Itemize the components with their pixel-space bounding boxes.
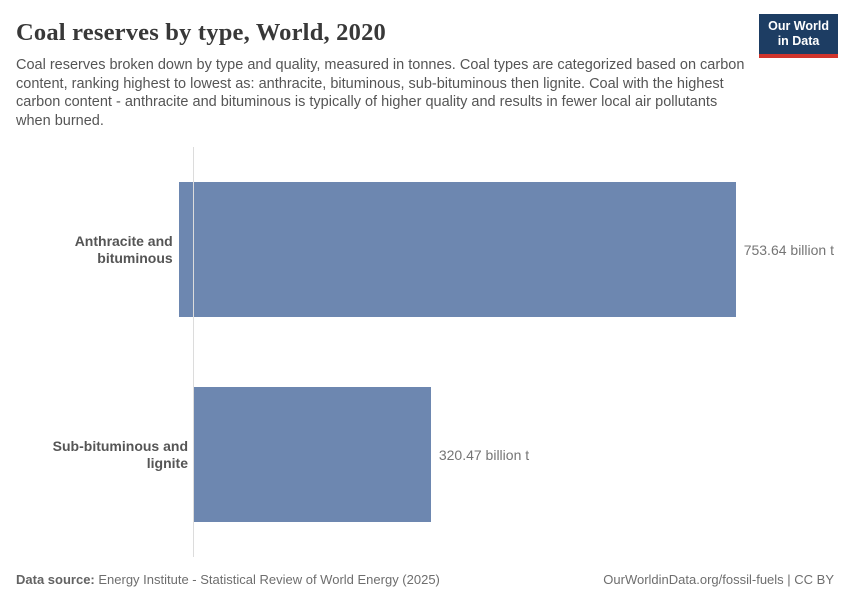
chart-subtitle: Coal reserves broken down by type and qu… xyxy=(16,57,745,129)
data-source-label: Data source: xyxy=(16,572,95,587)
y-axis-line xyxy=(193,147,194,558)
bar-sub-bituminous-and-lignite[interactable] xyxy=(194,387,431,523)
bar-track: 753.64 billion t xyxy=(178,147,834,352)
row-label-anthracite-and-bituminous: Anthracite and bituminous xyxy=(74,233,173,266)
value-label: 753.64 billion t xyxy=(743,241,834,258)
value-label: 320.47 billion t xyxy=(438,446,530,463)
bar-chart: Anthracite and bituminous 753.64 billion… xyxy=(16,147,834,558)
owid-logo[interactable]: Our World in Data xyxy=(759,14,838,58)
chart-row: Anthracite and bituminous 753.64 billion… xyxy=(16,147,834,352)
data-source-text: Energy Institute - Statistical Review of… xyxy=(94,572,440,587)
chart-footer: Data source: Energy Institute - Statisti… xyxy=(16,572,834,587)
footer-link[interactable]: OurWorldinData.org/fossil-fuels | CC BY xyxy=(603,572,834,587)
chart-row: Sub-bituminous and lignite 320.47 billio… xyxy=(16,352,834,557)
title-block: Coal reserves by type, World, 2020 Coal … xyxy=(16,18,747,130)
bar-track: 320.47 billion t xyxy=(194,352,834,557)
chart-header: Coal reserves by type, World, 2020 Coal … xyxy=(16,14,838,130)
owid-logo-line1: Our World xyxy=(768,19,829,33)
bar-anthracite-and-bituminous[interactable] xyxy=(178,182,736,318)
row-label-sub-bituminous-and-lignite: Sub-bituminous and lignite xyxy=(52,438,188,471)
data-source: Data source: Energy Institute - Statisti… xyxy=(16,572,440,587)
chart-title: Coal reserves by type, World, 2020 xyxy=(16,19,386,46)
owid-logo-line2: in Data xyxy=(777,34,820,49)
